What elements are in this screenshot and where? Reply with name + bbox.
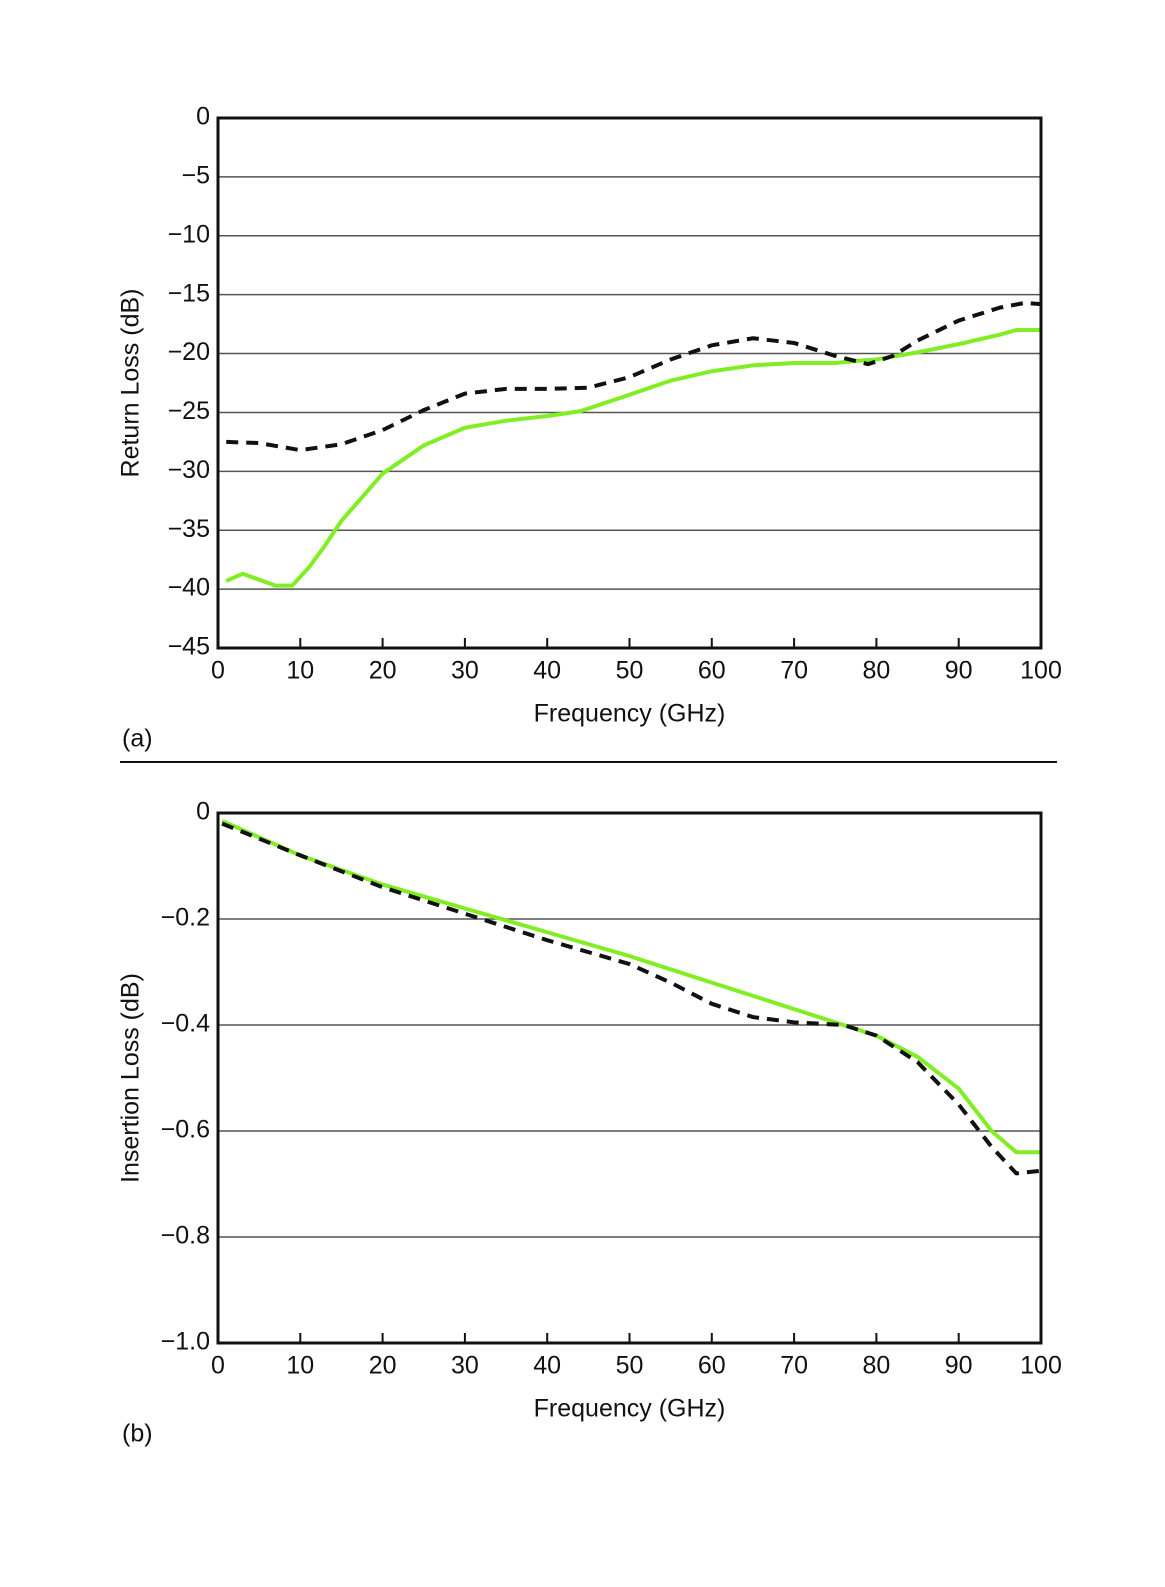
x-tick-label: 0 (211, 657, 225, 685)
x-tick-label: 50 (616, 657, 644, 685)
x-tick-label: 20 (369, 1352, 397, 1380)
x-tick-label: 80 (862, 1352, 890, 1380)
x-tick-label: 30 (451, 1352, 479, 1380)
x-tick-label: 50 (616, 1352, 644, 1380)
y-tick-label: −0.6 (161, 1116, 210, 1144)
y-tick-label: −0.4 (161, 1010, 210, 1038)
x-tick-label: 40 (533, 657, 561, 685)
y-tick-label: −1.0 (161, 1328, 210, 1356)
y-tick-label: −0.8 (161, 1222, 210, 1250)
plot-frame (216, 811, 1043, 1345)
x-tick-label: 70 (780, 1352, 808, 1380)
x-tick-label: 10 (286, 657, 314, 685)
y-tick-label: −0.2 (161, 904, 210, 932)
x-tick-label: 100 (1020, 1352, 1062, 1380)
y-tick-label: −30 (168, 456, 210, 484)
y-tick-label: 0 (196, 103, 210, 131)
x-tick-label: 0 (211, 1352, 225, 1380)
series-line (221, 819, 1041, 1155)
x-tick-label: 60 (698, 657, 726, 685)
x-axis-label: Frequency (GHz) (534, 700, 726, 728)
x-tick-label: 10 (286, 1352, 314, 1380)
x-tick-label: 20 (369, 657, 397, 685)
y-tick-label: −45 (168, 633, 210, 661)
series-line (221, 821, 1042, 1176)
y-tick-label: −20 (168, 338, 210, 366)
panel-label: (a) (122, 725, 153, 753)
x-tick-label: 70 (780, 657, 808, 685)
x-tick-label: 30 (451, 657, 479, 685)
y-axis-label: Return Loss (dB) (117, 289, 145, 478)
y-tick-label: 0 (196, 798, 210, 826)
x-tick-label: 100 (1020, 657, 1062, 685)
series-line (225, 328, 1041, 588)
y-axis-label: Insertion Loss (dB) (117, 973, 145, 1183)
series-line (226, 300, 1042, 453)
x-axis-label: Frequency (GHz) (534, 1395, 726, 1423)
y-tick-label: −10 (168, 220, 210, 248)
x-tick-label: 80 (862, 657, 890, 685)
y-tick-label: −5 (181, 161, 210, 189)
y-tick-label: −35 (168, 515, 210, 543)
plot-frame (216, 116, 1043, 650)
y-tick-label: −15 (168, 279, 210, 307)
y-tick-label: −40 (168, 574, 210, 602)
panel-label: (b) (122, 1420, 153, 1448)
x-tick-label: 90 (945, 657, 973, 685)
x-tick-label: 40 (533, 1352, 561, 1380)
y-tick-label: −25 (168, 397, 210, 425)
x-tick-label: 60 (698, 1352, 726, 1380)
x-tick-label: 90 (945, 1352, 973, 1380)
